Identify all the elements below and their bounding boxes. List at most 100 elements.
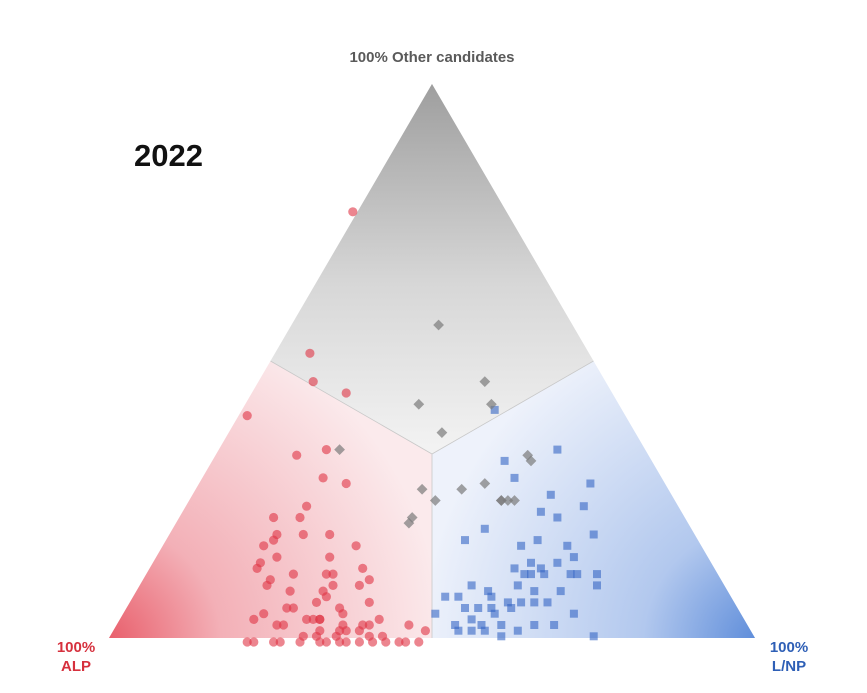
data-point-alp [318, 473, 328, 483]
divider-left [266, 358, 433, 455]
data-point-alp [308, 377, 318, 387]
data-point-l-np [527, 570, 535, 579]
data-point-alp [364, 620, 374, 630]
data-point-l-np [553, 445, 562, 454]
data-point-alp [259, 541, 269, 551]
data-point-alp [269, 535, 279, 545]
data-point-other-candidates [486, 398, 497, 410]
data-point-alp [272, 552, 282, 562]
data-point-l-np [530, 598, 539, 607]
data-point-l-np [487, 592, 496, 601]
data-point-l-np [579, 502, 588, 511]
data-point-l-np [510, 564, 519, 573]
data-point-alp [335, 637, 345, 647]
data-point-alp [328, 580, 338, 591]
data-point-alp [269, 512, 279, 523]
data-points [242, 207, 601, 647]
data-point-l-np [510, 473, 519, 482]
data-point-alp [341, 637, 351, 647]
data-point-alp [288, 603, 298, 613]
data-point-l-np [461, 536, 469, 545]
vertex-label-other: 100% Other candidates [349, 49, 515, 66]
data-point-alp [242, 411, 252, 421]
data-point-l-np [533, 536, 542, 545]
data-point-alp [305, 348, 315, 358]
data-point-other-candidates [433, 319, 444, 331]
data-point-alp [308, 614, 318, 625]
data-point-l-np [536, 564, 545, 573]
data-point-other-candidates [456, 483, 468, 495]
data-point-l-np [556, 587, 565, 596]
data-point-alp [259, 609, 269, 619]
data-point-l-np [503, 598, 512, 607]
data-point-alp [354, 580, 364, 591]
data-point-l-np [497, 621, 506, 629]
data-point-l-np [553, 513, 562, 522]
region-other [267, 76, 597, 454]
data-point-l-np [569, 553, 578, 562]
data-point-l-np [589, 530, 598, 539]
data-point-other-candidates [479, 376, 491, 387]
data-point-alp [377, 631, 388, 641]
data-point-alp [311, 597, 322, 608]
data-point-l-np [513, 626, 522, 635]
data-point-l-np [517, 541, 526, 550]
data-point-alp [321, 569, 331, 579]
data-point-l-np [477, 621, 486, 629]
data-point-l-np [480, 524, 489, 533]
data-point-l-np [566, 570, 575, 579]
data-point-alp [302, 501, 312, 511]
data-point-l-np [593, 570, 601, 579]
data-point-other-candidates [502, 495, 514, 506]
data-point-alp [262, 580, 272, 591]
data-point-alp [292, 450, 302, 460]
data-point-l-np [530, 587, 539, 596]
data-point-alp [321, 445, 331, 455]
data-point-l-np [513, 581, 522, 590]
data-point-l-np [543, 598, 552, 607]
triangle-outline [98, 72, 766, 646]
data-point-l-np [467, 581, 476, 590]
data-point-alp [354, 637, 364, 647]
data-point-alp [252, 563, 262, 574]
data-point-alp [278, 620, 289, 630]
data-point-alp [364, 575, 374, 585]
data-point-alp [394, 637, 404, 647]
data-point-alp [338, 609, 348, 619]
data-point-l-np [550, 621, 559, 629]
data-point-l-np [431, 609, 440, 618]
data-point-other-candidates [436, 427, 448, 438]
region-alp [102, 359, 432, 642]
data-point-l-np [520, 570, 529, 579]
data-point-alp [298, 529, 308, 540]
data-point-l-np [569, 609, 578, 618]
data-point-alp [325, 552, 335, 562]
divider-right [431, 358, 598, 455]
data-point-l-np [484, 587, 493, 596]
data-point-alp [401, 637, 411, 647]
data-point-alp [364, 597, 374, 608]
data-point-l-np [467, 626, 476, 635]
data-point-l-np [563, 541, 572, 550]
vertex-label-alp: 100% ALP [50, 638, 102, 676]
data-point-l-np [589, 632, 598, 641]
data-point-alp [351, 541, 361, 551]
data-point-alp [358, 563, 368, 574]
data-point-l-np [553, 558, 562, 567]
data-point-alp [298, 631, 308, 641]
data-point-other-candidates [479, 478, 491, 489]
data-point-other-candidates [495, 495, 507, 506]
data-point-alp [272, 620, 282, 630]
data-point-l-np [480, 626, 489, 635]
vertex-label-alp-name: ALP [61, 658, 91, 675]
data-point-alp [315, 626, 325, 636]
data-point-l-np [490, 609, 499, 618]
data-point-l-np [500, 456, 509, 465]
data-point-alp [420, 626, 430, 636]
data-point-other-candidates [509, 495, 520, 506]
data-point-alp [315, 637, 325, 647]
data-point-alp [282, 603, 292, 613]
data-point-l-np [441, 592, 450, 601]
data-point-alp [328, 569, 338, 579]
